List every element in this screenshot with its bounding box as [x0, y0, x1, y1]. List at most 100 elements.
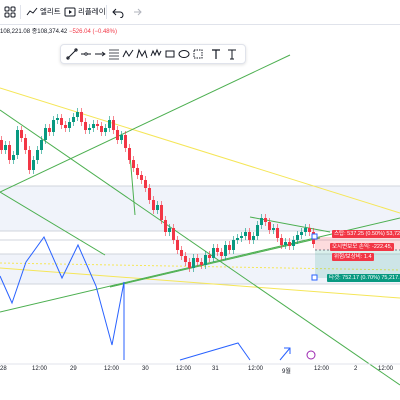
note-tool-icon[interactable] [226, 48, 238, 60]
candle-body [40, 140, 43, 150]
candle-body [192, 258, 195, 268]
candle-body [48, 128, 51, 132]
candle-body [176, 240, 179, 250]
yellow-trend-line-lower[interactable] [0, 267, 400, 299]
candle-body [200, 262, 203, 265]
x-axis-label: 12:00 [176, 366, 192, 372]
candle-body [248, 232, 251, 240]
candle-body [232, 240, 235, 250]
candle-body [280, 238, 283, 245]
rectangle-icon[interactable] [164, 48, 176, 60]
candle-body [104, 128, 107, 132]
candle-body [108, 120, 111, 128]
pattern-icon[interactable] [122, 48, 134, 60]
ray-icon[interactable] [94, 48, 106, 60]
x-axis-label: 12:00 [378, 366, 394, 372]
position-risk-reward-label[interactable]: 위험/보상비: 1.4 [332, 253, 374, 261]
candle-body [260, 218, 263, 225]
candle-body [72, 117, 75, 122]
x-axis-label: 12:00 [314, 366, 330, 372]
x-axis-label: 31 [212, 366, 219, 372]
chart-canvas[interactable] [0, 25, 400, 400]
candle-body [124, 135, 127, 148]
candle-body [56, 118, 59, 120]
redo-icon[interactable] [130, 6, 142, 18]
cursor-target-icon [306, 350, 316, 360]
yellow-trend-line-upper[interactable] [0, 87, 400, 214]
candle-body [76, 112, 79, 117]
xabcd-pattern-icon[interactable] [136, 48, 148, 60]
undo-icon[interactable] [112, 6, 124, 18]
candle-body [180, 250, 183, 256]
candle-body [140, 175, 143, 180]
brush-icon[interactable] [192, 48, 204, 60]
candle-body [112, 120, 115, 130]
ohlc-close: 108,374.42 [37, 29, 68, 35]
ohlc-legend: 108,221.08 종108,374.42 −526.04 (−0.48%) [0, 26, 117, 35]
top-toolbar: 엘리트 리플레이 [0, 0, 400, 25]
candle-body [100, 126, 103, 132]
candle-body [300, 232, 303, 235]
candle-body [236, 238, 239, 240]
candle-body [8, 145, 11, 160]
replay-button[interactable]: 리플레이 [78, 7, 106, 16]
replay-icon[interactable] [64, 6, 76, 18]
candle-body [244, 232, 247, 236]
ellipse-icon[interactable] [178, 48, 190, 60]
text-tool-icon[interactable] [210, 48, 222, 60]
candle-body [4, 145, 7, 150]
position-target-label[interactable]: 타겟: 752.17 (0.70%) 75,217. [327, 274, 400, 282]
x-axis-label: 28 [0, 366, 7, 372]
candle-body [128, 148, 131, 160]
candle-body [228, 245, 231, 250]
candle-body [96, 124, 99, 126]
ohlc-close-label: 종 [31, 29, 38, 35]
candle-body [296, 235, 299, 240]
blue-arrow-line[interactable] [179, 342, 251, 361]
candle-body [172, 228, 175, 240]
position-stop-label[interactable]: 스탑: 537.25 (0.50%) 53,727 [332, 230, 400, 238]
candle-body [256, 225, 259, 236]
candle-body [268, 222, 271, 230]
grid-layout-icon[interactable] [4, 6, 16, 18]
horizontal-line-icon[interactable] [80, 48, 92, 60]
elliott-wave-icon[interactable] [150, 48, 162, 60]
candle-body [88, 128, 91, 130]
trend-line-icon[interactable] [66, 48, 78, 60]
position-handle-top[interactable] [311, 233, 318, 240]
candle-body [144, 180, 147, 188]
indicator-icon[interactable] [26, 6, 38, 18]
blue-zigzag-line[interactable] [0, 235, 125, 360]
candle-body [92, 124, 95, 128]
candle-body [184, 256, 187, 262]
candle-body [60, 118, 63, 125]
position-handle-bottom[interactable] [311, 274, 318, 281]
candle-body [304, 228, 307, 232]
fib-retracement-icon[interactable] [108, 48, 120, 60]
candle-body [240, 236, 243, 238]
candle-body [28, 150, 31, 170]
position-pnl-label[interactable]: 오시변보모 손익: -222.45, [330, 243, 395, 251]
candle-body [284, 242, 287, 245]
candle-body [52, 120, 55, 132]
price-chart[interactable]: 108,221.08 종108,374.42 −526.04 (−0.48%) … [0, 25, 400, 400]
candle-body [264, 218, 267, 222]
candle-body [272, 228, 275, 230]
blue-arrow-icon[interactable] [279, 347, 291, 361]
x-axis-label: 12:00 [248, 366, 264, 372]
x-axis-label: 30 [142, 366, 149, 372]
candle-body [204, 255, 207, 265]
candle-body [208, 255, 211, 258]
candle-body [0, 140, 3, 150]
candle-body [168, 228, 171, 232]
x-axis-label: 12:00 [32, 366, 48, 372]
candle-body [24, 138, 27, 150]
candlesticks [0, 108, 315, 272]
session-band-upper [0, 186, 400, 231]
candle-body [308, 228, 311, 232]
indicators-button[interactable]: 엘리트 [40, 7, 61, 16]
ohlc-change: −526.04 (−0.48%) [68, 29, 117, 35]
x-axis-label: 9월 [282, 369, 291, 375]
candle-body [188, 262, 191, 268]
candle-body [216, 248, 219, 252]
